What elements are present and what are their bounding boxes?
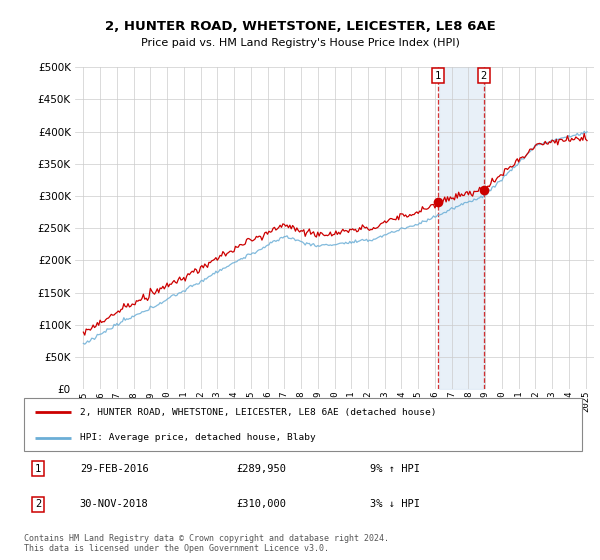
Text: 2, HUNTER ROAD, WHETSTONE, LEICESTER, LE8 6AE: 2, HUNTER ROAD, WHETSTONE, LEICESTER, LE…: [104, 20, 496, 32]
Text: £310,000: £310,000: [236, 500, 286, 509]
Text: 2: 2: [35, 500, 41, 509]
Text: 2, HUNTER ROAD, WHETSTONE, LEICESTER, LE8 6AE (detached house): 2, HUNTER ROAD, WHETSTONE, LEICESTER, LE…: [80, 408, 436, 417]
Text: 3% ↓ HPI: 3% ↓ HPI: [370, 500, 420, 509]
Text: 1: 1: [35, 464, 41, 474]
Text: 30-NOV-2018: 30-NOV-2018: [80, 500, 149, 509]
Text: 2: 2: [481, 71, 487, 81]
Text: 29-FEB-2016: 29-FEB-2016: [80, 464, 149, 474]
Text: 9% ↑ HPI: 9% ↑ HPI: [370, 464, 420, 474]
Text: 1: 1: [434, 71, 441, 81]
Text: £289,950: £289,950: [236, 464, 286, 474]
Text: Price paid vs. HM Land Registry's House Price Index (HPI): Price paid vs. HM Land Registry's House …: [140, 38, 460, 48]
Text: HPI: Average price, detached house, Blaby: HPI: Average price, detached house, Blab…: [80, 433, 316, 442]
FancyBboxPatch shape: [24, 398, 582, 451]
Text: Contains HM Land Registry data © Crown copyright and database right 2024.
This d: Contains HM Land Registry data © Crown c…: [24, 534, 389, 553]
